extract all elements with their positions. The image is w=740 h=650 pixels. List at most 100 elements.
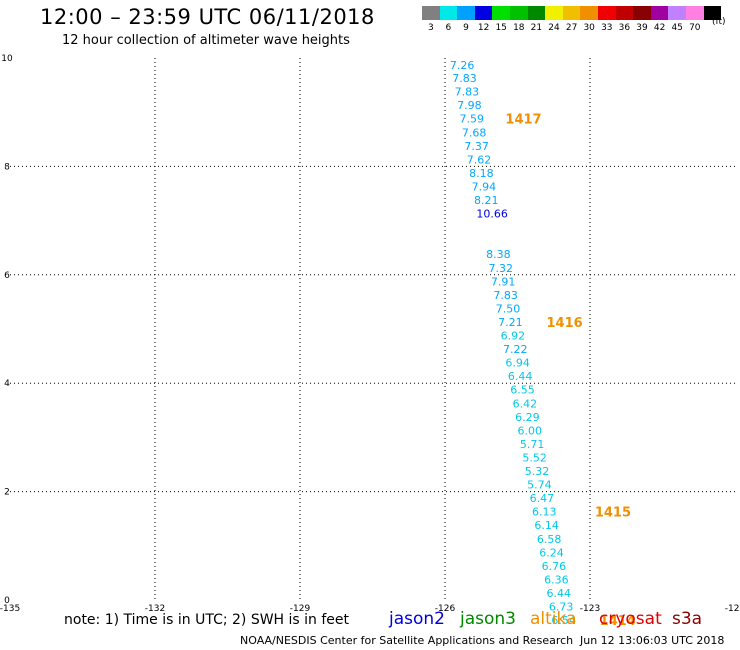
wave-height-value: 7.26 bbox=[450, 59, 475, 72]
scale-tick-label: 18 bbox=[513, 23, 525, 33]
satellite-label-jason2: jason2 bbox=[389, 609, 445, 629]
wave-height-value: 6.47 bbox=[530, 492, 555, 505]
wave-height-value: 7.83 bbox=[455, 86, 480, 99]
x-tick-label: -126 bbox=[435, 604, 456, 614]
scale-tick-label: 12 bbox=[477, 23, 490, 33]
scale-tick-label: 30 bbox=[583, 23, 595, 33]
scale-swatch bbox=[439, 6, 458, 20]
y-tick-label: 6 bbox=[4, 271, 10, 281]
scale-tick-label: 24 bbox=[548, 23, 560, 33]
units-note: note: 1) Time is in UTC; 2) SWH is in fe… bbox=[64, 612, 350, 628]
wave-height-value: 5.71 bbox=[520, 438, 545, 451]
wave-height-value: 7.94 bbox=[472, 180, 497, 193]
scale-swatch bbox=[650, 6, 669, 20]
y-tick-label: 10 bbox=[1, 54, 13, 64]
scale-swatch bbox=[598, 6, 616, 20]
scale-tick-label: 15 bbox=[495, 23, 507, 33]
pass-number-label: 1414 bbox=[600, 614, 636, 629]
wave-height-value: 6.36 bbox=[544, 573, 569, 586]
scale-swatch bbox=[615, 6, 634, 20]
generation-timestamp: Jun 12 13:06:03 UTC 2018 bbox=[580, 634, 725, 647]
scale-swatch bbox=[703, 6, 722, 20]
scale-swatch bbox=[527, 6, 546, 20]
wave-height-value: 6.29 bbox=[515, 411, 540, 424]
scale-swatch bbox=[545, 6, 563, 20]
scale-tick-label: 42 bbox=[653, 23, 666, 33]
scale-tick-label: 21 bbox=[530, 23, 543, 33]
x-tick-label: -135 bbox=[0, 604, 20, 614]
wave-height-value: 6.00 bbox=[518, 424, 543, 437]
scale-tick-label: 36 bbox=[618, 23, 631, 33]
pass-number-label: 1417 bbox=[505, 113, 541, 128]
wave-height-value: 7.50 bbox=[496, 302, 521, 315]
pass-number-label: 1416 bbox=[547, 316, 583, 331]
scale-swatch bbox=[492, 6, 510, 20]
scale-tick-label: 39 bbox=[636, 23, 648, 33]
scale-swatch bbox=[510, 6, 528, 20]
wave-height-value: 7.83 bbox=[493, 289, 518, 302]
scale-swatch bbox=[562, 6, 581, 20]
wave-height-value: 6.42 bbox=[513, 397, 538, 410]
wave-height-value: 10.66 bbox=[476, 208, 508, 221]
x-tick-label: -123 bbox=[580, 604, 600, 614]
wave-height-value: 6.44 bbox=[508, 370, 533, 383]
wave-height-value: 5.32 bbox=[525, 465, 550, 478]
chart-subtitle: 12 hour collection of altimeter wave hei… bbox=[62, 33, 350, 48]
wave-height-value: 6.44 bbox=[547, 587, 572, 600]
scale-tick-label: 27 bbox=[565, 23, 578, 33]
wave-height-value: 7.32 bbox=[489, 262, 514, 275]
satellite-label-cryosat: cryosat bbox=[599, 609, 662, 629]
wave-height-value: 6.13 bbox=[532, 506, 557, 519]
wave-height-value: 5.74 bbox=[527, 479, 552, 492]
y-tick-label: 8 bbox=[4, 162, 10, 172]
scale-swatch bbox=[457, 6, 475, 20]
scale-swatch bbox=[422, 6, 440, 20]
wave-height-value: 7.62 bbox=[467, 153, 492, 166]
wave-height-value: 8.18 bbox=[469, 167, 494, 180]
wave-height-value: 6.24 bbox=[539, 546, 564, 559]
scale-tick-label: 70 bbox=[689, 23, 701, 33]
x-tick-label: -132 bbox=[145, 604, 165, 614]
wave-height-value: 5.52 bbox=[522, 451, 547, 464]
wave-height-value: 6.54 bbox=[551, 614, 576, 627]
wave-height-value: 6.55 bbox=[510, 384, 535, 397]
x-tick-label: -120 bbox=[725, 604, 740, 614]
chart-title: 12:00 – 23:59 UTC 06/11/2018 bbox=[40, 5, 375, 29]
scale-swatch bbox=[580, 6, 598, 20]
wave-height-value: 7.98 bbox=[457, 99, 482, 112]
wave-height-value: 7.59 bbox=[460, 113, 485, 126]
satellite-label-jason3: jason3 bbox=[460, 609, 516, 629]
wave-height-value: 7.21 bbox=[498, 316, 522, 329]
scale-tick-label: 3 bbox=[427, 23, 434, 33]
scale-swatch bbox=[668, 6, 686, 20]
scale-tick-label: 6 bbox=[445, 23, 452, 33]
wave-height-value: 7.83 bbox=[452, 72, 477, 85]
wave-height-value: 6.76 bbox=[542, 560, 567, 573]
scale-unit-label: (ft) bbox=[712, 17, 726, 27]
wave-height-value: 7.22 bbox=[503, 343, 528, 356]
satellite-label-s3a: s3a bbox=[672, 609, 703, 629]
y-tick-label: 2 bbox=[4, 488, 10, 498]
scale-tick-label: 45 bbox=[671, 23, 683, 33]
wave-height-value: 6.94 bbox=[505, 357, 529, 370]
credit-line: NOAA/NESDIS Center for Satellite Applica… bbox=[240, 634, 574, 647]
scale-swatch bbox=[633, 6, 651, 20]
wave-height-value: 6.14 bbox=[534, 519, 559, 532]
wave-height-value: 8.38 bbox=[486, 248, 511, 261]
wave-height-value: 7.91 bbox=[491, 275, 515, 288]
wave-height-value: 6.92 bbox=[501, 330, 526, 343]
wave-height-value: 7.68 bbox=[462, 126, 487, 139]
pass-number-label: 1415 bbox=[595, 506, 631, 521]
wave-height-value: 7.37 bbox=[464, 140, 489, 153]
wave-height-value: 6.73 bbox=[549, 601, 574, 614]
scale-swatch bbox=[686, 6, 704, 20]
scale-tick-label: 9 bbox=[463, 23, 469, 33]
satellite-label-altika: altika bbox=[530, 609, 577, 629]
scale-tick-label: 33 bbox=[601, 23, 613, 33]
y-tick-label: 4 bbox=[4, 379, 10, 389]
y-tick-label: 0 bbox=[4, 596, 10, 606]
wave-height-value: 8.21 bbox=[474, 194, 499, 207]
scale-swatch bbox=[474, 6, 493, 20]
wave-height-value: 6.58 bbox=[537, 533, 562, 546]
